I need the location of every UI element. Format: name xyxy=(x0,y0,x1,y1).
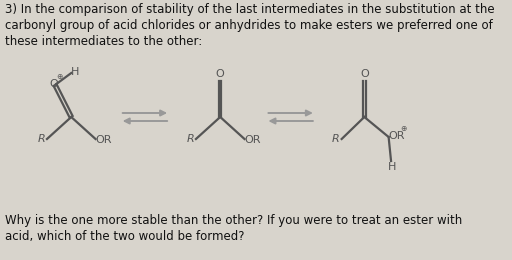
Text: OR: OR xyxy=(389,131,405,141)
Text: R: R xyxy=(37,134,45,144)
Text: Why is the one more stable than the other? If you were to treat an ester with
ac: Why is the one more stable than the othe… xyxy=(5,214,462,243)
Text: ⊕: ⊕ xyxy=(400,124,407,133)
Text: R: R xyxy=(332,134,340,144)
Text: O: O xyxy=(216,69,225,79)
Text: OR: OR xyxy=(95,135,112,145)
Text: 3) In the comparison of stability of the last intermediates in the substitution : 3) In the comparison of stability of the… xyxy=(5,3,495,48)
Text: ⊕: ⊕ xyxy=(57,72,63,81)
Text: OR: OR xyxy=(244,135,261,145)
Text: R: R xyxy=(186,134,194,144)
Text: H: H xyxy=(71,67,79,77)
Text: O: O xyxy=(360,69,369,79)
Text: O: O xyxy=(50,79,58,89)
Text: H: H xyxy=(388,162,396,172)
